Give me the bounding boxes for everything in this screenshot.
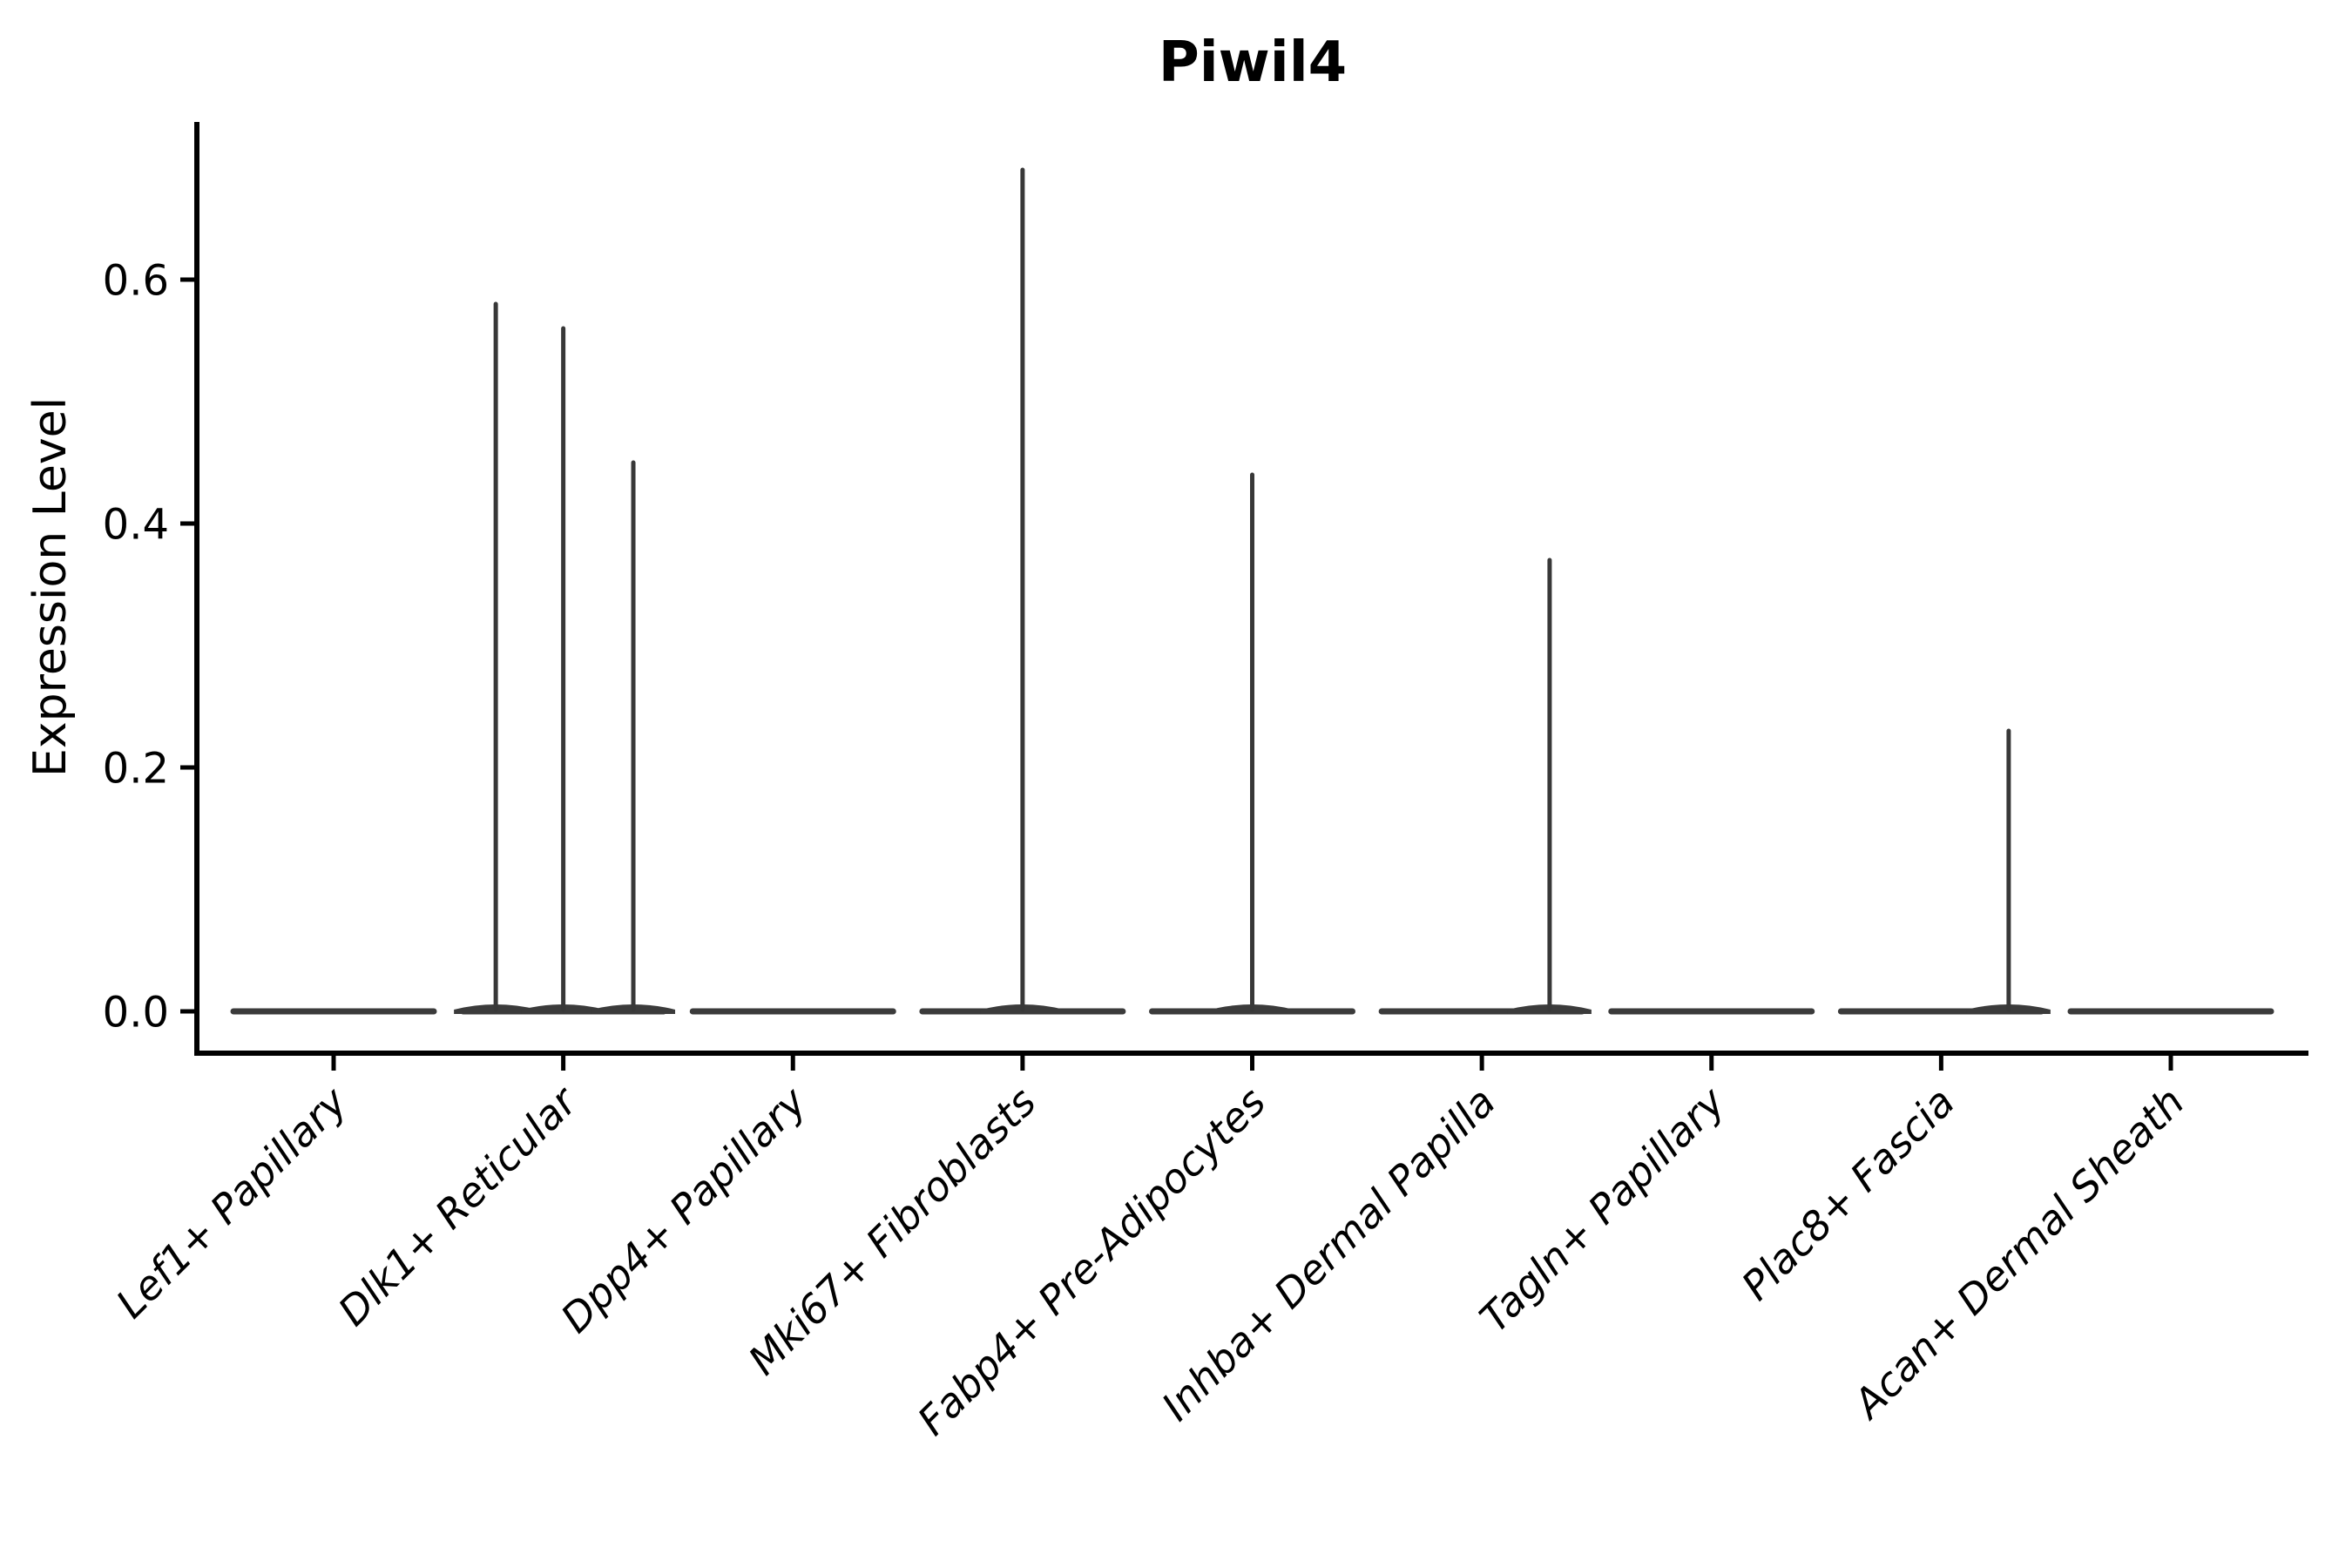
violin-body <box>230 1008 437 1015</box>
y-tick-label: 0.6 <box>103 256 169 305</box>
violin-body <box>1608 1008 1815 1015</box>
x-tick-label: Dpp4+ Papillary <box>551 1078 815 1342</box>
y-tick-label: 0.0 <box>103 988 169 1037</box>
y-tick-label: 0.2 <box>103 744 169 793</box>
violin-body <box>2067 1008 2274 1015</box>
x-tick-label: Lef1+ Papillary <box>107 1078 356 1327</box>
plot-title: Piwil4 <box>1158 30 1348 95</box>
violin-body <box>689 1008 896 1015</box>
x-tick-label: Tagln+ Papillary <box>1470 1078 1734 1342</box>
x-tick-label: Dlk1+ Reticular <box>329 1076 588 1335</box>
x-tick-label: Plac8+ Fascia <box>1733 1078 1963 1309</box>
y-tick-label: 0.4 <box>103 500 169 549</box>
